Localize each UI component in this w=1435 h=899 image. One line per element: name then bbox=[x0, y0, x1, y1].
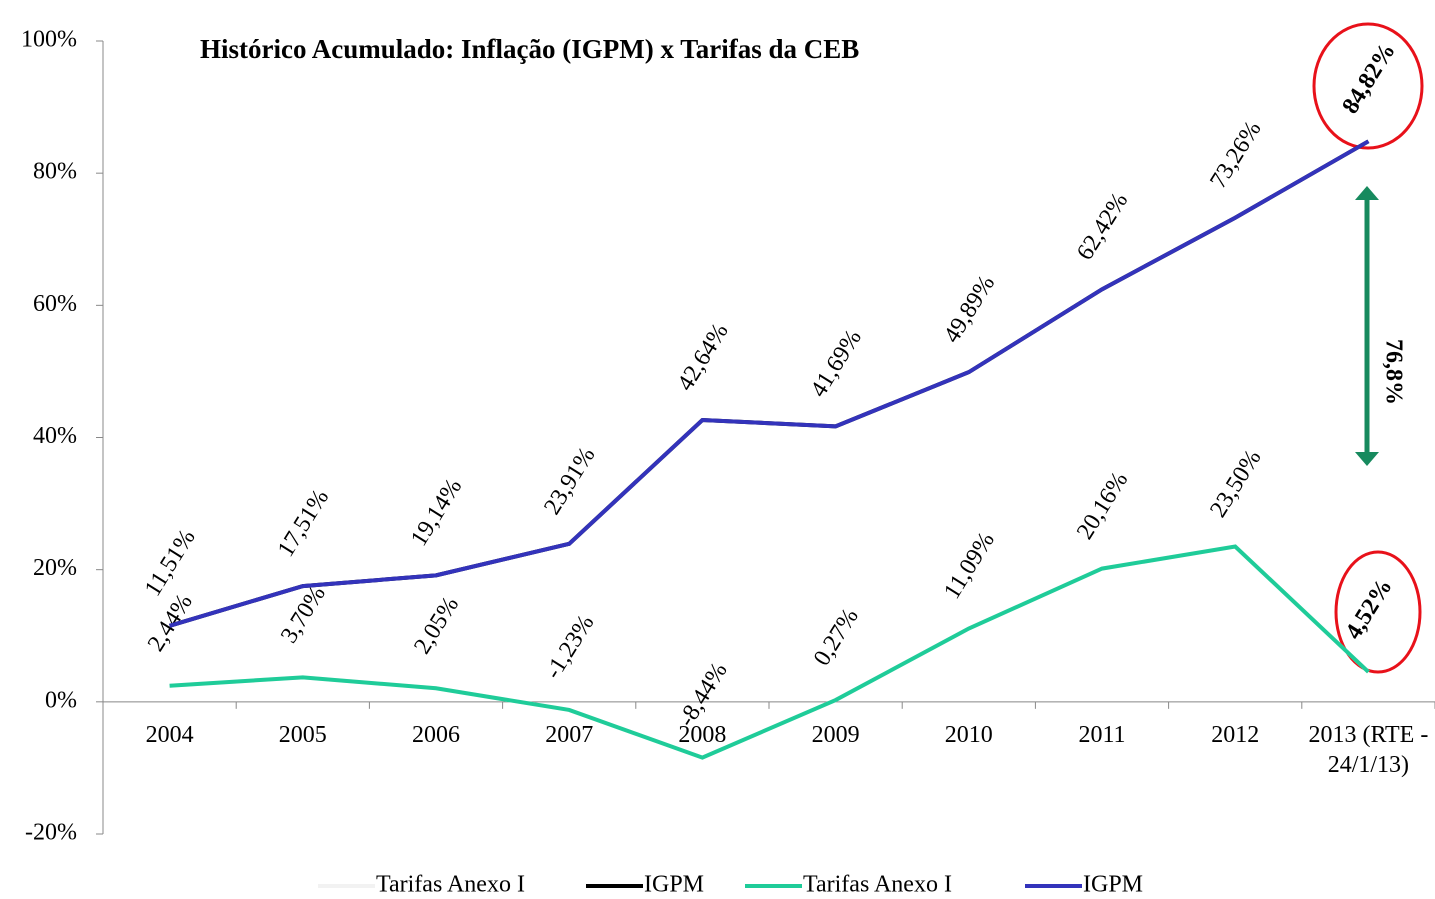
legend-label: Tarifas Anexo I bbox=[376, 872, 525, 898]
x-tick-label: 2012 bbox=[1211, 721, 1260, 748]
y-tick-label: -20% bbox=[25, 820, 77, 846]
chart-title: Histórico Acumulado: Inflação (IGPM) x T… bbox=[200, 34, 859, 64]
data-label: 11,09% bbox=[939, 528, 1000, 604]
x-tick-label: 2010 bbox=[944, 721, 993, 748]
legend-label: IGPM bbox=[644, 872, 704, 898]
x-tick-label: 2008 bbox=[678, 721, 727, 748]
x-tick-label: 2013 (RTE - 24/1/13) bbox=[1308, 721, 1429, 778]
x-tick-label: 2004 bbox=[145, 721, 194, 748]
x-tick-label: 2007 bbox=[545, 721, 594, 748]
x-tick-label-box: 2012 bbox=[1211, 721, 1260, 748]
series-line bbox=[169, 544, 1370, 760]
legend-label: IGPM bbox=[1083, 872, 1143, 898]
y-tick-label: 40% bbox=[33, 423, 77, 449]
x-tick-label-box: 2009 bbox=[811, 721, 860, 748]
x-tick-label-box: 2006 bbox=[412, 721, 460, 748]
difference-label: 76,8% bbox=[1380, 339, 1406, 405]
data-label: 20,16% bbox=[1072, 468, 1133, 545]
x-tick-label-box: 2004 bbox=[145, 721, 194, 748]
highlight-circle bbox=[1312, 22, 1424, 150]
x-tick-label-box: 2013 (RTE - 24/1/13) bbox=[1308, 721, 1429, 778]
data-label: 4,52% bbox=[1341, 574, 1398, 644]
data-label: 23,91% bbox=[539, 443, 600, 520]
x-tick-label-box: 2007 bbox=[545, 721, 594, 748]
data-label: 0,27% bbox=[809, 604, 864, 670]
y-tick-label: 100% bbox=[21, 27, 77, 53]
series-line bbox=[169, 139, 1370, 628]
x-tick-label-box: 2011 bbox=[1078, 721, 1126, 748]
data-label: 23,50% bbox=[1205, 445, 1266, 522]
data-label: 73,26% bbox=[1205, 117, 1266, 194]
data-label: 84,82% bbox=[1337, 39, 1400, 119]
data-label: 17,51% bbox=[273, 485, 334, 562]
y-tick-label: 20% bbox=[33, 555, 77, 581]
data-label: 11,51% bbox=[140, 525, 201, 601]
data-label: 41,69% bbox=[806, 325, 867, 402]
x-tick-label: 2009 bbox=[811, 721, 860, 748]
x-tick-label: 2006 bbox=[412, 721, 460, 748]
data-label: 49,89% bbox=[939, 271, 1000, 348]
data-label: 2,44% bbox=[143, 590, 198, 656]
y-tick-label: 0% bbox=[45, 687, 77, 713]
y-tick-label: 60% bbox=[33, 291, 77, 317]
y-tick-label: 80% bbox=[33, 159, 77, 185]
legend-label: Tarifas Anexo I bbox=[803, 872, 952, 898]
data-label: 42,64% bbox=[672, 319, 733, 396]
x-tick-label-box: 2008 bbox=[678, 721, 727, 748]
data-label: -1,23% bbox=[540, 611, 599, 684]
difference-arrow bbox=[1355, 186, 1379, 466]
x-tick-label-box: 2010 bbox=[944, 721, 993, 748]
data-label: 2,05% bbox=[409, 592, 464, 658]
x-tick-label: 2011 bbox=[1078, 721, 1126, 748]
x-tick-label: 2005 bbox=[278, 721, 327, 748]
highlight-circle bbox=[1334, 550, 1422, 674]
x-tick-label-box: 2005 bbox=[278, 721, 327, 748]
data-label: 19,14% bbox=[406, 474, 467, 551]
data-label: 62,42% bbox=[1072, 188, 1133, 265]
